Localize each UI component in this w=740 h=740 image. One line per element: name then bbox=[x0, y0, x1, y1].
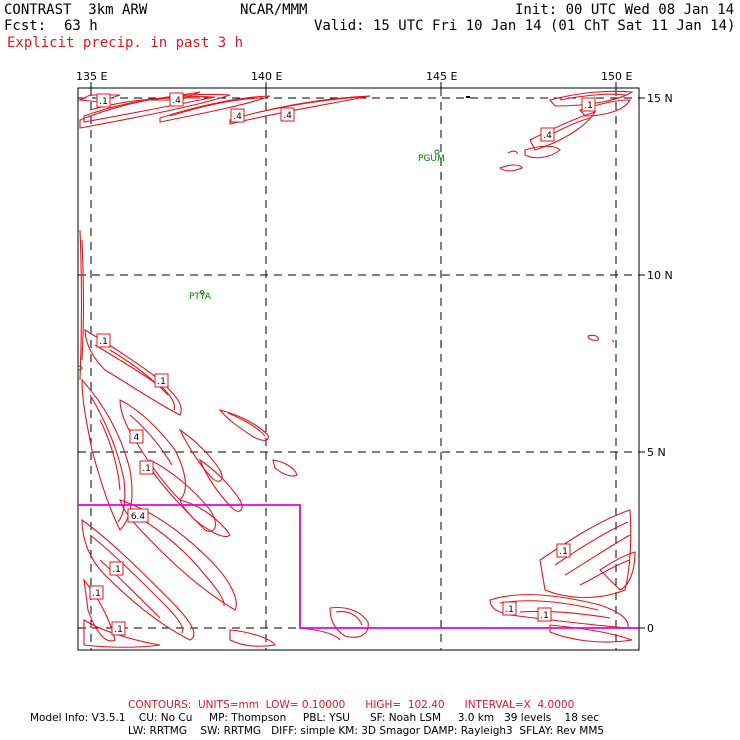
svg-text:.1: .1 bbox=[540, 611, 549, 621]
station-label-pgum: PGUM bbox=[418, 154, 445, 164]
model-title: CONTRAST 3km ARW bbox=[4, 2, 148, 18]
model-info: Model Info: V3.5.1 CU: No Cu MP: Thompso… bbox=[30, 712, 599, 724]
lat-label-10: 10 N bbox=[647, 269, 673, 282]
station-dot bbox=[77, 365, 83, 371]
svg-text:.1: .1 bbox=[112, 565, 121, 575]
contour-label: .1 bbox=[96, 333, 111, 348]
contours-info: CONTOURS: UNITS=mm LOW= 0.10000 HIGH= 10… bbox=[128, 699, 575, 711]
lon-label-150: 150 E bbox=[601, 70, 632, 83]
contour-label: 4 bbox=[129, 429, 144, 444]
lon-label-140: 140 E bbox=[251, 70, 282, 83]
init-time: Init: 00 UTC Wed 08 Jan 14 bbox=[515, 2, 735, 18]
contour-label: .1 bbox=[154, 373, 169, 388]
contour-label: .1 bbox=[502, 601, 517, 616]
svg-text:.4: .4 bbox=[543, 131, 552, 141]
svg-text:.1: .1 bbox=[505, 605, 514, 615]
contour-label: .1 bbox=[96, 93, 111, 108]
contour-value-labels: .1 .4 .4 .4 .1 .4 .1 .1 4 .1 6.4 .1 .1 .1 .1 .1 .1 bbox=[89, 92, 596, 636]
nest-domain-outline bbox=[78, 504, 639, 629]
svg-text:.4: .4 bbox=[233, 112, 242, 122]
contour-label: .1 bbox=[581, 97, 596, 112]
contour-label: .1 bbox=[111, 621, 126, 636]
station-dot bbox=[434, 149, 440, 155]
lat-lon-grid bbox=[78, 88, 639, 650]
svg-text:.1: .1 bbox=[157, 377, 166, 387]
station-pgum: PGUM bbox=[418, 149, 445, 164]
valid-time: Valid: 15 UTC Fri 10 Jan 14 (01 ChT Sat … bbox=[314, 18, 736, 34]
svg-text:.1: .1 bbox=[99, 97, 108, 107]
contour-label: .4 bbox=[169, 92, 184, 107]
contour-label: .1 bbox=[89, 585, 104, 600]
station-dot bbox=[200, 290, 204, 294]
map-frame bbox=[77, 87, 640, 651]
svg-text:.1: .1 bbox=[142, 464, 151, 474]
contour-label: .4 bbox=[280, 107, 295, 122]
svg-text:.1: .1 bbox=[114, 625, 123, 635]
svg-text:.1: .1 bbox=[99, 337, 108, 347]
contour-label: .4 bbox=[540, 127, 555, 142]
contour-label: .1 bbox=[109, 561, 124, 576]
contour-label: 6.4 bbox=[127, 508, 149, 523]
tick-marks bbox=[90, 82, 645, 629]
contour-label: .1 bbox=[139, 460, 154, 475]
station-label-ptya: PTYA bbox=[189, 292, 212, 302]
forecast-hours: 63 h bbox=[64, 18, 98, 34]
lon-label-135: 135 E bbox=[76, 70, 107, 83]
lat-label-15: 15 N bbox=[647, 92, 673, 105]
svg-text:.1: .1 bbox=[559, 547, 568, 557]
contour-label: .4 bbox=[230, 108, 245, 123]
lon-label-145: 145 E bbox=[426, 70, 457, 83]
svg-text:4: 4 bbox=[134, 433, 140, 443]
lat-label-0: 0 bbox=[647, 622, 654, 635]
field-title: Explicit precip. in past 3 h bbox=[7, 35, 244, 51]
svg-text:.4: .4 bbox=[283, 111, 292, 121]
contour-label: .1 bbox=[537, 607, 552, 622]
lat-label-5: 5 N bbox=[647, 446, 666, 459]
center-label: NCAR/MMM bbox=[240, 2, 308, 18]
svg-text:.1: .1 bbox=[584, 101, 593, 111]
svg-text:6.4: 6.4 bbox=[131, 512, 146, 522]
forecast-label: Fcst: bbox=[4, 18, 47, 34]
svg-text:.4: .4 bbox=[172, 96, 181, 106]
precip-contours bbox=[78, 90, 636, 648]
svg-text:.1: .1 bbox=[92, 589, 101, 599]
model-info-physics: LW: RRTMG SW: RRTMG DIFF: simple KM: 3D … bbox=[128, 725, 605, 737]
station-ptya: PTYA bbox=[189, 290, 212, 302]
contour-label: .1 bbox=[556, 543, 571, 558]
